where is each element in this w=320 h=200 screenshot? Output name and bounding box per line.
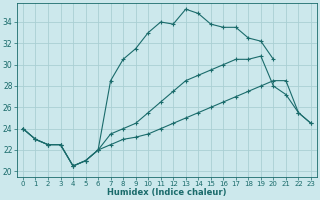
X-axis label: Humidex (Indice chaleur): Humidex (Indice chaleur): [107, 188, 227, 197]
